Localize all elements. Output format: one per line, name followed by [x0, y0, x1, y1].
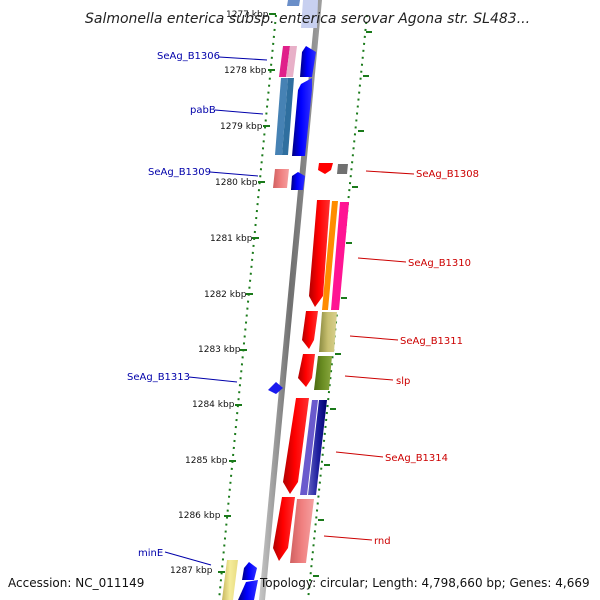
gene-red-1308	[318, 163, 333, 174]
gene-pink-rnd	[290, 499, 314, 563]
forward-gene-labels: SeAg_B1306 pabB SeAg_B1309 SeAg_B1313 mi…	[127, 51, 220, 559]
gene-label-rnd[interactable]: rnd	[374, 536, 391, 547]
gene-olive-1311	[319, 312, 337, 352]
gene-red-1310	[309, 200, 330, 307]
topology-text: Topology: circular; Length: 4,798,660 bp…	[259, 576, 590, 590]
gene-magenta-1310	[331, 202, 349, 310]
gene-label-pabB[interactable]: pabB	[190, 105, 216, 116]
gene-pink-1306	[286, 46, 297, 77]
gene-label-SeAg_B1306[interactable]: SeAg_B1306	[157, 51, 220, 62]
gene-red-1314	[283, 398, 309, 494]
ruler-label-1283: 1283 kbp	[198, 345, 241, 355]
gene-pink-1309	[273, 169, 289, 188]
gene-red-rnd	[273, 497, 295, 561]
gene-blue-1313	[268, 382, 283, 394]
reverse-gene-labels: SeAg_B1308 SeAg_B1310 SeAg_B1311 slp SeA…	[374, 169, 479, 547]
gene-yellow-minE	[222, 560, 238, 600]
gene-label-SeAg_B1311[interactable]: SeAg_B1311	[400, 336, 463, 347]
ruler-label-1278: 1278 kbp	[224, 66, 267, 76]
gene-blue-1309	[291, 172, 305, 190]
ruler-label-1287: 1287 kbp	[170, 566, 213, 576]
gene-block-top-blue	[287, 0, 300, 6]
gene-orange-1310	[322, 201, 338, 310]
ruler-label-1280: 1280 kbp	[215, 178, 258, 188]
gene-label-minE[interactable]: minE	[138, 548, 163, 559]
right-ticks	[313, 31, 372, 577]
gene-teal-pabB	[282, 78, 294, 155]
ruler-labels: 1277 kbp 1278 kbp 1279 kbp 1280 kbp 1281…	[170, 10, 269, 576]
ruler-label-1286: 1286 kbp	[178, 511, 221, 521]
gene-blue-1306	[300, 46, 316, 77]
gene-gray-1308	[337, 164, 348, 174]
gene-green-slp	[314, 356, 332, 390]
ruler-label-1285: 1285 kbp	[185, 456, 228, 466]
gene-blue-pabB	[292, 78, 312, 156]
accession-text: Accession: NC_011149	[8, 576, 144, 590]
forward-strand-genes	[222, 0, 318, 600]
gene-label-SeAg_B1314[interactable]: SeAg_B1314	[385, 453, 448, 464]
ruler-ticks	[218, 13, 276, 573]
label-leader-lines	[164, 56, 415, 566]
gene-red-1311	[302, 311, 318, 349]
map-title: Salmonella enterica subsp. enterica sero…	[85, 11, 530, 27]
ruler-label-1277: 1277 kbp	[226, 10, 269, 20]
gene-red-slp	[298, 354, 315, 387]
reverse-strand-genes	[273, 163, 349, 563]
ruler-label-1281: 1281 kbp	[210, 234, 253, 244]
ruler-label-1284: 1284 kbp	[192, 400, 235, 410]
gene-label-SeAg_B1310[interactable]: SeAg_B1310	[408, 258, 471, 269]
gene-magenta-1306	[279, 46, 290, 77]
genome-backbone	[259, 0, 322, 600]
gene-blue-minE-1	[242, 562, 257, 580]
gene-label-SeAg_B1313[interactable]: SeAg_B1313	[127, 372, 190, 383]
gene-label-SeAg_B1309[interactable]: SeAg_B1309	[148, 167, 211, 178]
ruler-label-1279: 1279 kbp	[220, 122, 263, 132]
gene-label-slp[interactable]: slp	[396, 376, 410, 387]
gene-label-SeAg_B1308[interactable]: SeAg_B1308	[416, 169, 479, 180]
gene-navy-1314	[308, 400, 327, 495]
gene-blue-minE-2	[238, 580, 258, 600]
gene-block-top-lightblue	[301, 0, 318, 28]
ruler-label-1282: 1282 kbp	[204, 290, 247, 300]
gene-steelblue-pabB	[275, 78, 288, 155]
gene-purple-1314	[300, 400, 318, 495]
